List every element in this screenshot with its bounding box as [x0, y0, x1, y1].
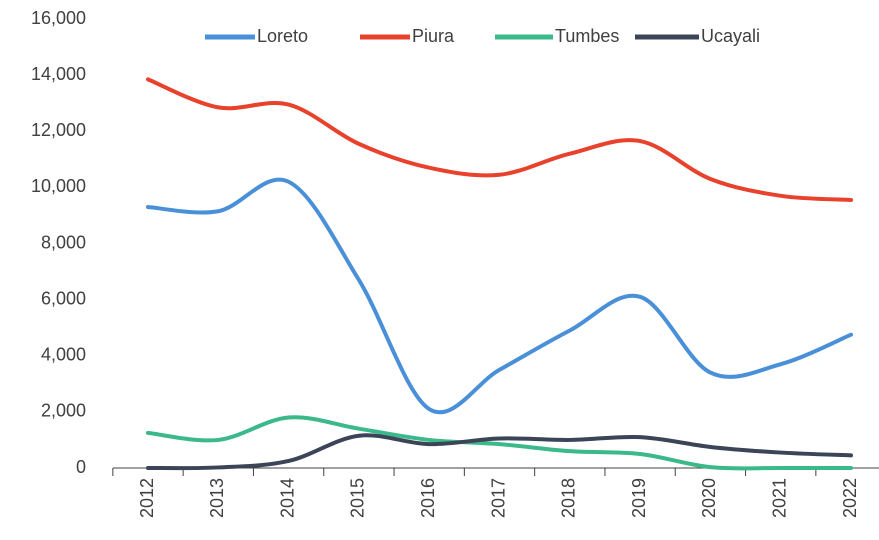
x-tick-label: 2017 — [488, 478, 508, 518]
y-tick-label: 0 — [76, 457, 86, 477]
x-tick-label: 2019 — [629, 478, 649, 518]
x-tick-label: 2015 — [348, 478, 368, 518]
series-line — [146, 77, 853, 203]
x-tick-label: 2016 — [418, 478, 438, 518]
y-tick-label: 4,000 — [41, 345, 86, 365]
y-tick-label: 6,000 — [41, 288, 86, 308]
legend-label: Piura — [412, 26, 455, 46]
y-tick-label: 12,000 — [31, 120, 86, 140]
series-line — [146, 415, 853, 471]
legend-label: Loreto — [257, 26, 308, 46]
legend-label: Ucayali — [701, 26, 760, 46]
y-tick-label: 10,000 — [31, 176, 86, 196]
legend-label: Tumbes — [555, 26, 619, 46]
x-tick-label: 2020 — [699, 478, 719, 518]
x-tick-label: 2012 — [137, 478, 157, 518]
x-tick-label: 2022 — [840, 478, 860, 518]
series-line — [146, 177, 853, 415]
x-tick-label: 2014 — [277, 478, 297, 518]
x-tick-label: 2018 — [559, 478, 579, 518]
series-line — [146, 433, 853, 471]
y-tick-label: 16,000 — [31, 8, 86, 28]
x-tick-label: 2013 — [207, 478, 227, 518]
y-tick-label: 2,000 — [41, 401, 86, 421]
y-tick-label: 8,000 — [41, 232, 86, 252]
x-tick-label: 2021 — [769, 478, 789, 518]
y-tick-label: 14,000 — [31, 64, 86, 84]
